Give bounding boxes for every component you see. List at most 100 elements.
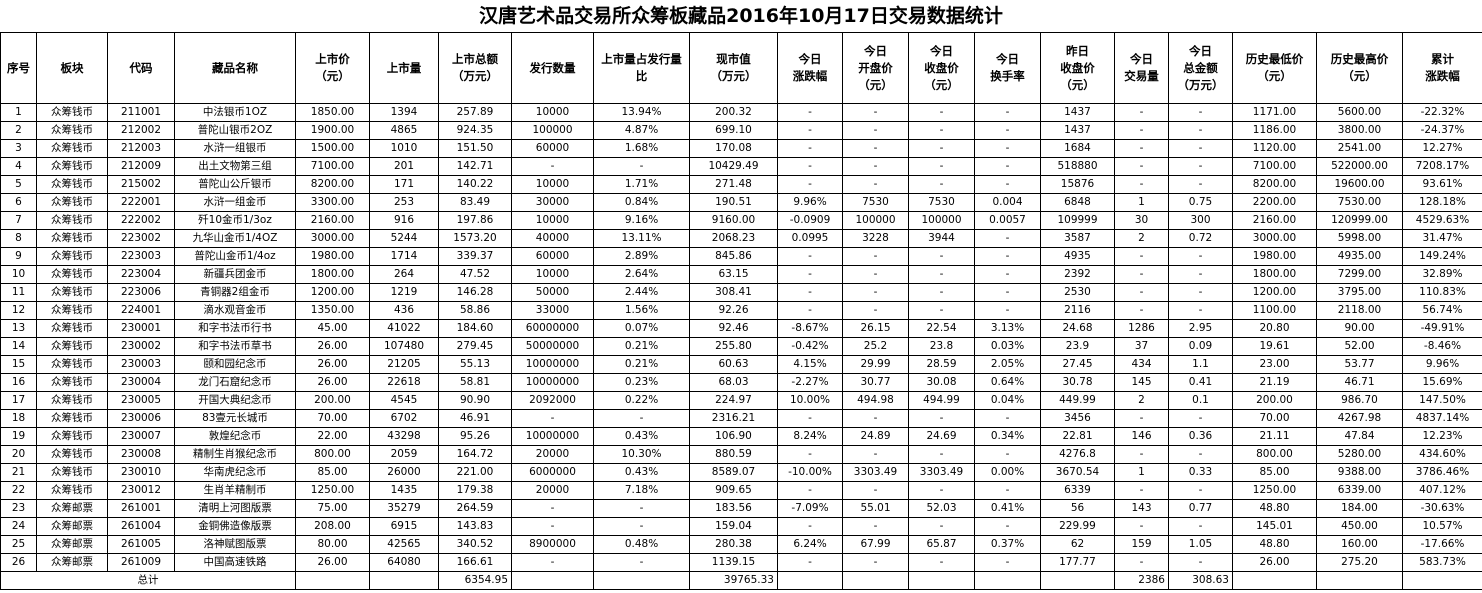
table-cell: 5998.00 [1316,229,1403,248]
table-cell: 264 [369,265,439,284]
table-cell: 2 [1114,229,1169,248]
table-cell: - [777,517,843,536]
table-cell: 1250.00 [1232,481,1317,500]
table-cell: 众筹钱币 [36,121,108,140]
table-cell: 10.57% [1402,517,1482,536]
table-row: 2 众筹钱币 212002 普陀山银币2OZ 1900.00 4865 924.35 1000… [0,121,1482,140]
table-cell: 19 [0,427,37,446]
table-cell: 90.90 [438,391,512,410]
table-cell: - [974,265,1041,284]
table-cell: 4545 [369,391,439,410]
table-cell: 208.00 [295,517,370,536]
table-cell: 230007 [107,427,175,446]
table-cell: 3786.46% [1402,463,1482,482]
table-cell: 出土文物第三组 [174,157,296,176]
table-cell: 1435 [369,481,439,500]
table-cell: 845.86 [689,247,778,266]
table-cell: - [908,481,975,500]
table-cell: 18 [0,409,37,428]
table-cell: 0.0995 [777,229,843,248]
table-cell: - [511,553,594,572]
table-cell: 10000 [511,175,594,194]
table-cell: 264.59 [438,499,512,518]
table-cell: - [908,553,975,572]
table-cell: - [511,499,594,518]
table-row: 22 众筹钱币 230012 生肖羊精制币 1250.00 1435 179.38 20000… [0,481,1482,500]
table-cell: 6000000 [511,463,594,482]
table-cell: 中国高速铁路 [174,553,296,572]
table-cell: 190.51 [689,193,778,212]
table-cell: - [842,175,909,194]
table-cell: - [908,409,975,428]
table-cell: 33000 [511,301,594,320]
table-body: 1 众筹钱币 211001 中法银币1OZ 1850.00 1394 257.89 10000… [0,103,1482,590]
table-cell: - [974,517,1041,536]
table-cell: 22.81 [1040,427,1115,446]
table-cell: 10000000 [511,427,594,446]
table-cell: 2530 [1040,283,1115,302]
table-cell: 21 [0,463,37,482]
table-cell: 1900.00 [295,121,370,140]
table-cell: - [593,409,690,428]
table-cell: 2.44% [593,283,690,302]
table-cell: 1219 [369,283,439,302]
table-cell: 170.08 [689,139,778,158]
table-cell: 1500.00 [295,139,370,158]
table-cell: 0.64% [974,373,1041,392]
table-cell: -49.91% [1402,319,1482,338]
table-cell: 31.47% [1402,229,1482,248]
table-cell: 9.96% [1402,355,1482,374]
table-cell: - [974,409,1041,428]
table-cell: 众筹钱币 [36,427,108,446]
column-header: 今日 涨跌幅 [777,32,843,104]
table-cell: 九华山金币1/4OZ [174,229,296,248]
table-cell: 215002 [107,175,175,194]
table-cell: - [1168,283,1233,302]
table-cell: 0.004 [974,193,1041,212]
table-cell: - [908,121,975,140]
table-cell: 100000 [511,121,594,140]
table-cell: 0.1 [1168,391,1233,410]
table-cell: 7100.00 [1232,157,1317,176]
table-cell: 909.65 [689,481,778,500]
table-cell: 14 [0,337,37,356]
table-cell: 3228 [842,229,909,248]
table-cell: 10000 [511,265,594,284]
table-cell: 众筹钱币 [36,211,108,230]
table-cell: - [1114,445,1169,464]
table-cell: 230001 [107,319,175,338]
table-cell: - [1168,175,1233,194]
table-cell: 众筹钱币 [36,319,108,338]
header-row: 序号 板块 代码 藏品名称 上市价 （元） 上市量 上市总额 （万元） 发行数量 上市量占发行量比现… [0,32,1482,104]
table-cell: 0.43% [593,463,690,482]
table-cell: 1.71% [593,175,690,194]
table-row: 21 众筹钱币 230010 华南虎纪念币 85.00 26000 221.00 600000… [0,463,1482,482]
table-cell: 261005 [107,535,175,554]
table-cell: -8.67% [777,319,843,338]
table-cell: 60000 [511,247,594,266]
table-cell: - [908,157,975,176]
table-cell: 1684 [1040,139,1115,158]
table-cell: - [1168,553,1233,572]
table-cell: - [1168,247,1233,266]
table-cell: 2092000 [511,391,594,410]
total-volume: 2386 [1114,571,1169,590]
table-cell: 8200.00 [295,175,370,194]
column-header: 历史最高价 （元） [1316,32,1403,104]
table-cell: 24.68 [1040,319,1115,338]
table-cell: 新疆兵团金币 [174,265,296,284]
table-cell: - [777,157,843,176]
table-cell: 100000 [908,211,975,230]
table-cell: - [974,247,1041,266]
table-cell: 0.36 [1168,427,1233,446]
table-cell: 1573.20 [438,229,512,248]
table-cell: 24 [0,517,37,536]
table-cell: - [842,409,909,428]
table-cell: - [1114,103,1169,122]
table-cell: 261009 [107,553,175,572]
table-cell: 13 [0,319,37,338]
table-cell: 21205 [369,355,439,374]
table-cell: 120999.00 [1316,211,1403,230]
table-cell: 3795.00 [1316,283,1403,302]
table-cell: - [1168,265,1233,284]
